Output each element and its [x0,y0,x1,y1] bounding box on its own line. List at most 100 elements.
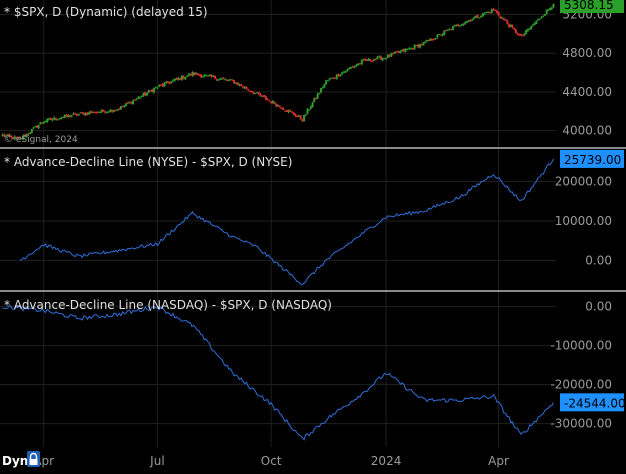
candle-body [53,117,56,120]
candle-body [90,111,93,113]
candle-body [344,71,347,73]
candle-body [290,111,293,113]
y-tick-label: -30000.00 [550,417,612,431]
candle-body [29,132,32,135]
candle-body [44,121,47,123]
candle-body [273,101,276,105]
y-tick-label: 0.00 [585,253,612,267]
candle-body [335,74,338,79]
candle-body [434,38,437,40]
candle-body [353,66,356,68]
candle-body [464,22,467,24]
candle-body [270,101,273,103]
candle-body [490,9,493,14]
candle-body [390,53,393,57]
candle-body [68,115,71,117]
candle-body [145,92,148,96]
candle-body [458,25,461,27]
candle-body [133,99,136,101]
candle-body [233,80,236,84]
candle-body [417,44,420,48]
candle-body [506,20,509,24]
candle-body [543,14,546,16]
candle-body [60,117,63,119]
candle-body [441,34,444,36]
candle-body [402,49,405,52]
candle-body [123,105,126,107]
candle-body [372,59,375,61]
candle-body [152,88,155,93]
candle-body [446,29,449,31]
candle-body [448,28,451,30]
candle-body [507,24,510,27]
candle-body [208,74,211,76]
candle-body [547,9,550,11]
candle-body [104,111,107,113]
lock-icon[interactable] [27,451,40,467]
candle-body [86,113,89,115]
candle-body [219,78,222,80]
candle-body [200,74,203,78]
candle-body [161,84,164,86]
last-value-badge [560,149,624,168]
candle-body [159,84,162,86]
candle-body [392,53,395,55]
candle-body [1,134,4,136]
candle-body [61,117,64,119]
pane-title: * Advance-Decline Line (NYSE) - $SPX, D … [4,155,292,169]
candle-body [351,66,354,68]
candle-body [469,19,472,22]
candle-body [238,84,241,86]
y-tick-label: 4800.00 [562,46,612,60]
candle-body [241,86,244,88]
candle-body [514,29,517,33]
candle-body [13,136,16,140]
y-tick-label: 0.00 [585,300,612,314]
candle-body [323,83,326,88]
candle-body [37,124,40,129]
candle-body [257,92,260,95]
candle-body [215,79,218,81]
candle-body [158,85,161,87]
candle-body [487,11,490,13]
lock-icon-shackle [29,452,38,459]
candle-body [397,51,400,53]
candle-body [30,128,33,134]
candle-body [287,110,290,112]
pane-title: * $SPX, D (Dynamic) (delayed 15) [4,5,208,19]
candle-body [537,18,540,21]
candle-body [379,56,382,60]
candle-body [495,10,498,13]
candle-body [411,48,414,50]
candle-body [285,110,288,112]
candle-body [147,90,150,93]
candle-body [10,136,13,138]
candle-body [82,113,85,115]
candle-body [79,112,82,114]
candle-body [550,7,553,10]
candle-body [504,19,507,21]
candle-body [453,25,456,27]
candle-body [360,60,363,65]
candle-body [243,86,246,89]
candle-body [318,92,321,95]
candle-body [184,77,187,80]
candle-body [81,112,84,114]
candle-body [41,122,44,124]
candle-body [303,115,306,122]
candle-body [444,30,447,32]
candle-body [75,113,78,116]
candle-body [151,89,154,92]
candle-body [177,78,180,80]
candle-body [552,4,555,8]
candle-body [95,112,98,114]
candle-body [98,111,101,113]
candle-body [525,30,528,34]
candle-body [406,48,409,50]
candle-body [231,79,234,81]
candle-body [100,109,103,113]
